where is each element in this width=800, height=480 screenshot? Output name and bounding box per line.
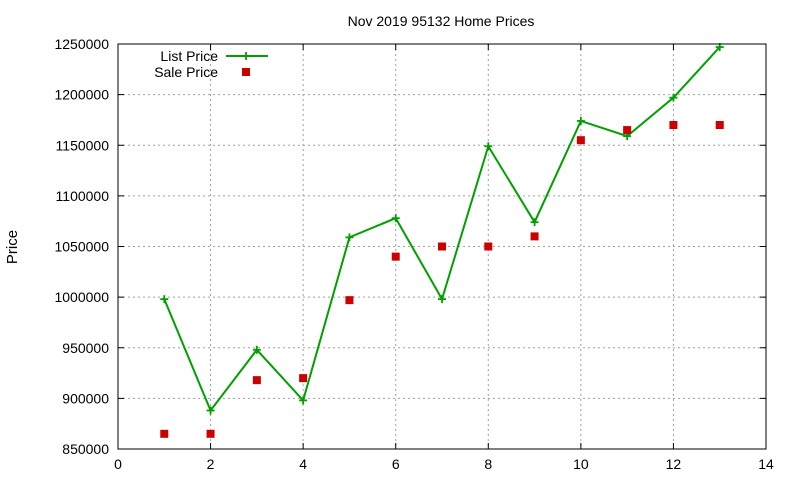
y-tick-label: 1150000 — [56, 137, 110, 153]
plot-border — [117, 43, 767, 450]
sale-price-point — [530, 232, 539, 241]
y-tick-label: 1000000 — [54, 289, 109, 305]
sale-price-point — [669, 121, 678, 129]
y-tick-label: 1250000 — [54, 36, 109, 52]
sale-price-point — [252, 376, 261, 385]
list-price-line — [163, 46, 721, 413]
list-price-point — [576, 116, 585, 125]
list-price-point — [391, 214, 400, 223]
legend-square-marker — [242, 68, 250, 76]
legend-plus-marker — [242, 52, 250, 60]
y-tick-label: 950000 — [62, 340, 109, 356]
x-tick-label: 12 — [666, 456, 682, 472]
x-tick-label: 4 — [299, 456, 307, 472]
sale-price-point — [160, 429, 169, 438]
x-tick-label: 8 — [484, 456, 492, 472]
sale-price-point — [715, 121, 724, 129]
y-tick-label: 1100000 — [56, 188, 110, 204]
plot-series — [160, 43, 724, 438]
x-axis: 0 2 4 6 8 10 12 14 — [114, 44, 774, 472]
legend-label: Sale Price — [154, 64, 218, 80]
sale-price-point — [484, 242, 493, 251]
list-price-point — [484, 142, 493, 151]
y-tick-label: 900000 — [62, 390, 109, 406]
list-price-point — [299, 396, 308, 405]
x-tick-label: 6 — [392, 456, 400, 472]
y-axis: 850000 900000 950000 1000000 1050000 1100000 1… — [54, 36, 766, 457]
x-tick-label: 10 — [573, 456, 589, 472]
sale-price-point — [345, 296, 354, 305]
list-price-point — [345, 233, 354, 242]
list-price-point — [206, 406, 215, 415]
y-axis-label: Price — [4, 230, 21, 264]
sale-price-point — [623, 126, 632, 135]
sale-price-point — [206, 429, 215, 438]
list-price-point — [669, 93, 678, 102]
gridlines — [118, 44, 766, 449]
legend-label: List Price — [160, 48, 218, 64]
list-price-point — [252, 345, 261, 354]
y-tick-label: 850000 — [62, 441, 109, 457]
sale-price-point — [576, 136, 585, 145]
y-tick-label: 1200000 — [54, 87, 109, 103]
sale-price-point — [299, 374, 308, 383]
sale-price-point — [438, 242, 446, 251]
sale-price-point — [391, 252, 400, 261]
list-price-point — [438, 295, 446, 304]
list-price-point — [530, 218, 539, 227]
x-tick-label: 2 — [207, 456, 215, 472]
list-price-point — [160, 295, 169, 304]
x-tick-label: 0 — [114, 456, 122, 472]
chart-title: Nov 2019 95132 Home Prices — [348, 13, 535, 29]
y-tick-label: 1050000 — [54, 239, 109, 255]
x-tick-label: 14 — [758, 456, 774, 472]
